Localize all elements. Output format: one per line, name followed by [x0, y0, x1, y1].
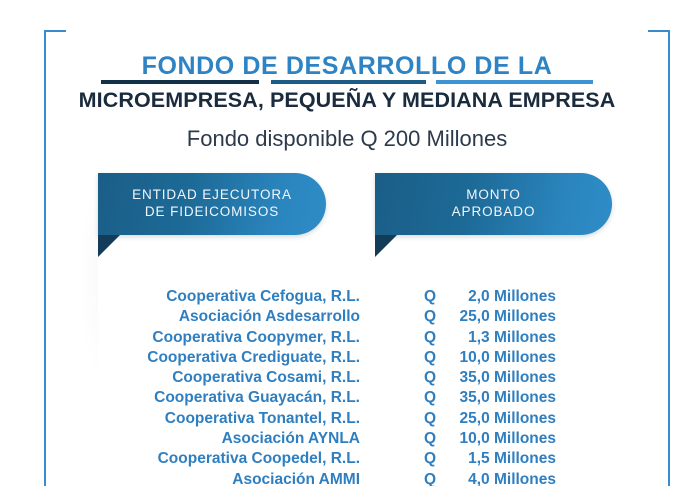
page-title-line-1: FONDO DE DESARROLLO DE LA [141, 52, 553, 80]
column-header-entity-line-2: DE FIDEICOMISOS [144, 204, 280, 219]
cell-approved-amount: 1,3 Millones [468, 328, 556, 346]
cell-entity-name: Cooperativa Crediguate, R.L. [147, 348, 360, 366]
cell-currency-symbol: Q [424, 389, 437, 407]
table-row: Asociación Asdesarrollo Q 25,0 Millones [0, 308, 694, 328]
column-header-entity: ENTIDAD EJECUTORA DE FIDEICOMISOS [98, 173, 326, 257]
cell-approved-amount: 35,0 Millones [459, 389, 556, 407]
cell-approved-amount: 25,0 Millones [459, 308, 556, 326]
cell-entity-name: Asociación AYNLA [221, 430, 360, 448]
frame-line-horizontal-left [44, 30, 66, 32]
cell-currency-symbol: Q [424, 369, 437, 387]
cell-entity-name: Cooperativa Coopedel, R.L. [157, 450, 360, 468]
table-row: Cooperativa Cefogua, R.L. Q 2,0 Millones [0, 288, 694, 308]
cell-approved-amount: 35,0 Millones [459, 369, 556, 387]
cell-approved-amount: 10,0 Millones [459, 430, 556, 448]
cell-approved-amount: 4,0 Millones [468, 470, 556, 486]
divider-segment-dark [101, 80, 259, 84]
divider-segment-mid [271, 80, 426, 84]
table-row: Cooperativa Crediguate, R.L. Q 10,0 Millon… [0, 349, 694, 369]
divider-segment-light [436, 80, 593, 84]
column-header-entity-line-1: ENTIDAD EJECUTORA [132, 187, 292, 203]
cell-approved-amount: 25,0 Millones [459, 409, 556, 427]
cell-currency-symbol: Q [424, 409, 437, 427]
cell-entity-name: Cooperativa Tonantel, R.L. [164, 409, 360, 427]
cell-currency-symbol: Q [424, 450, 437, 468]
banner-tail-entity [98, 235, 120, 257]
cell-currency-symbol: Q [424, 470, 437, 486]
cell-entity-name: Asociación AMMI [232, 470, 360, 486]
column-header-amount-line-1: MONTO [466, 187, 521, 203]
table-row: Cooperativa Tonantel, R.L. Q 25,0 Millones [0, 410, 694, 430]
cell-currency-symbol: Q [424, 288, 437, 305]
column-header-amount-line-2: APROBADO [451, 204, 536, 219]
cell-entity-name: Cooperativa Cosami, R.L. [172, 369, 360, 387]
cell-entity-name: Cooperativa Coopymer, R.L. [152, 328, 360, 346]
table-row: Cooperativa Coopedel, R.L. Q 1,5 Millones [0, 450, 694, 470]
cell-entity-name: Cooperativa Cefogua, R.L. [166, 288, 360, 305]
table-row: Asociación AYNLA Q 10,0 Millones [0, 430, 694, 450]
cell-approved-amount: 2,0 Millones [468, 288, 556, 305]
table-row: Cooperativa Guayacán, R.L. Q 35,0 Millones [0, 389, 694, 409]
cell-currency-symbol: Q [424, 348, 437, 366]
cell-approved-amount: 1,5 Millones [468, 450, 556, 468]
table-row: Cooperativa Coopymer, R.L. Q 1,3 Millones [0, 329, 694, 349]
frame-line-horizontal-right [648, 30, 670, 32]
page-subtitle: Fondo disponible Q 200 Millones [186, 126, 508, 151]
cell-currency-symbol: Q [424, 308, 437, 326]
fund-allocation-table: Cooperativa Cefogua, R.L. Q 2,0 Millones As… [0, 288, 694, 486]
cell-currency-symbol: Q [424, 430, 437, 448]
cell-currency-symbol: Q [424, 328, 437, 346]
page-title-line-2: MICROEMPRESA, PEQUEÑA Y MEDIANA EMPRESA [78, 88, 616, 112]
cell-entity-name: Cooperativa Guayacán, R.L. [154, 389, 360, 407]
table-row: Cooperativa Cosami, R.L. Q 35,0 Millones [0, 369, 694, 389]
title-divider-rules [101, 80, 593, 84]
table-row: Asociación AMMI Q 4,0 Millones [0, 471, 694, 486]
cell-entity-name: Asociación Asdesarrollo [178, 308, 360, 326]
column-header-amount: MONTO APROBADO [375, 173, 612, 257]
banner-tail-amount [375, 235, 397, 257]
cell-approved-amount: 10,0 Millones [459, 348, 556, 366]
